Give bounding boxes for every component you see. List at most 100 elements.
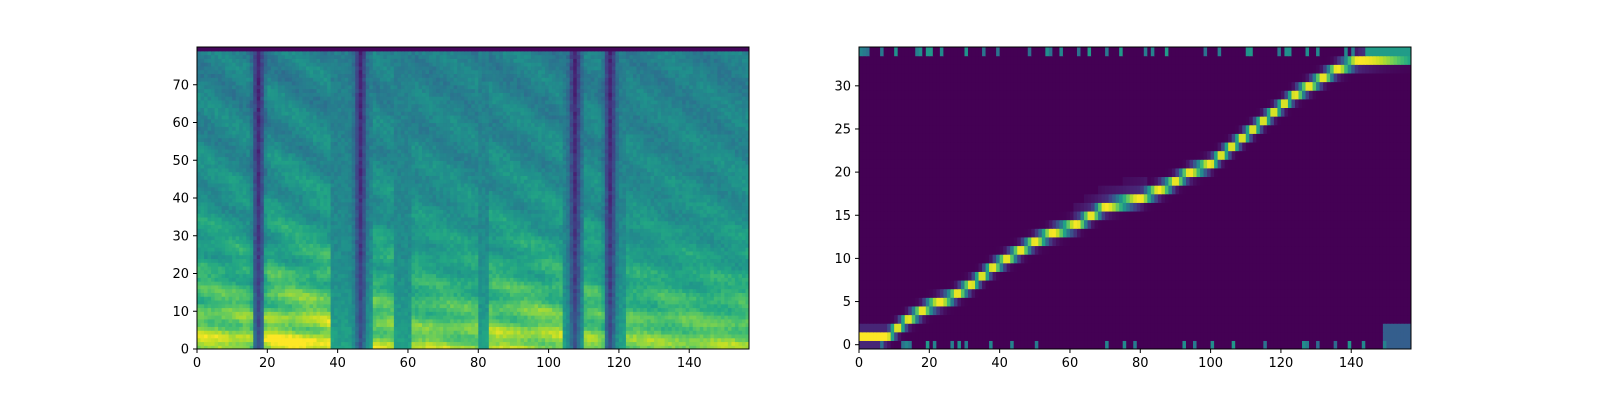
heatmap-cell [538, 341, 543, 346]
heatmap-cell [411, 284, 416, 290]
heatmap-cell [647, 235, 652, 241]
heatmap-cell [295, 231, 300, 237]
heatmap-cell [664, 265, 669, 271]
heatmap-cell [211, 315, 216, 320]
heatmap-cell [242, 262, 247, 267]
heatmap-cell [488, 296, 493, 301]
heatmap-cell [267, 337, 272, 343]
heatmap-cell [369, 318, 374, 324]
heatmap-cell [724, 254, 729, 260]
heatmap-cell [323, 292, 328, 297]
heatmap-cell [661, 284, 666, 290]
heatmap-cell [541, 311, 546, 316]
heatmap-cell [506, 303, 511, 309]
heatmap-cell [727, 231, 733, 237]
heatmap-cell [464, 262, 469, 267]
heatmap-cell [309, 318, 314, 324]
heatmap-cell [460, 277, 465, 282]
heatmap-cell [488, 330, 493, 335]
heatmap-cell [270, 299, 275, 305]
heatmap-cell [450, 296, 455, 301]
heatmap-cell [734, 341, 740, 346]
heatmap-cell [436, 254, 441, 260]
heatmap-cell [327, 269, 332, 275]
heatmap-cell [341, 299, 346, 305]
heatmap-cell [446, 258, 451, 263]
heatmap-cell [738, 318, 743, 324]
heatmap-cell [573, 262, 578, 267]
heatmap-cell [411, 307, 416, 312]
heatmap-cell [232, 311, 237, 316]
heatmap-cell [548, 258, 553, 263]
heatmap-cell [724, 243, 729, 248]
heatmap-cell [548, 239, 553, 244]
heatmap-cell [541, 284, 546, 290]
heatmap-cell [267, 322, 272, 327]
heatmap-cell [583, 296, 588, 301]
heatmap-cell [281, 243, 286, 248]
heatmap-cell [506, 258, 511, 263]
heatmap-cell [552, 228, 557, 233]
heatmap-cell [284, 307, 290, 312]
heatmap-cell [647, 277, 652, 282]
heatmap-cell [200, 273, 205, 278]
heatmap-cell [675, 322, 680, 327]
heatmap-cell [745, 265, 749, 271]
heatmap-cell [305, 281, 311, 286]
heatmap-cell [407, 307, 413, 312]
heatmap-cell [611, 281, 616, 286]
heatmap-cell [590, 262, 595, 267]
heatmap-cell [351, 254, 356, 260]
heatmap-cell [383, 303, 388, 309]
heatmap-cell [654, 265, 659, 271]
heatmap-cell [295, 330, 300, 335]
heatmap-cell [228, 254, 233, 260]
heatmap-cell [270, 269, 275, 275]
heatmap-cell [576, 292, 581, 297]
heatmap-cell [291, 345, 297, 349]
heatmap-cell [650, 277, 655, 282]
heatmap-cell [232, 277, 237, 282]
heatmap-cell [351, 250, 356, 256]
heatmap-cell [713, 243, 718, 248]
heatmap-cell [453, 318, 458, 324]
heatmap-cell [397, 292, 402, 297]
heatmap-cell [323, 341, 328, 346]
heatmap-cell [710, 330, 715, 335]
heatmap-cell [583, 243, 588, 248]
heatmap-cell [414, 341, 420, 346]
heatmap-cell [696, 254, 701, 260]
heatmap-cell [682, 231, 687, 237]
heatmap-cell [197, 292, 202, 297]
heatmap-cell [678, 273, 683, 278]
heatmap-cell [657, 337, 662, 343]
heatmap-cell [313, 284, 318, 290]
heatmap-cell [305, 307, 311, 312]
heatmap-cell [699, 288, 704, 293]
heatmap-cell [295, 303, 300, 309]
heatmap-cell [334, 322, 339, 327]
heatmap-cell [256, 299, 261, 305]
heatmap-cell [235, 288, 240, 293]
heatmap-cell [425, 254, 430, 260]
heatmap-cell [545, 228, 550, 233]
heatmap-cell [242, 258, 247, 263]
heatmap-cell [552, 262, 557, 267]
heatmap-cell [260, 281, 265, 286]
heatmap-cell [232, 254, 237, 260]
heatmap-cell [618, 273, 624, 278]
heatmap-cell [618, 239, 624, 244]
heatmap-cell [696, 311, 701, 316]
heatmap-cell [369, 250, 374, 256]
heatmap-cell [527, 284, 532, 290]
heatmap-cell [534, 247, 539, 252]
heatmap-cell [330, 273, 335, 278]
heatmap-cell [689, 269, 694, 275]
heatmap-cell [531, 333, 536, 339]
heatmap-cell [604, 239, 609, 244]
heatmap-cell [418, 303, 423, 309]
heatmap-cell [309, 326, 314, 331]
heatmap-cell [573, 303, 578, 309]
heatmap-cell [597, 243, 602, 248]
heatmap-cell [629, 284, 634, 290]
